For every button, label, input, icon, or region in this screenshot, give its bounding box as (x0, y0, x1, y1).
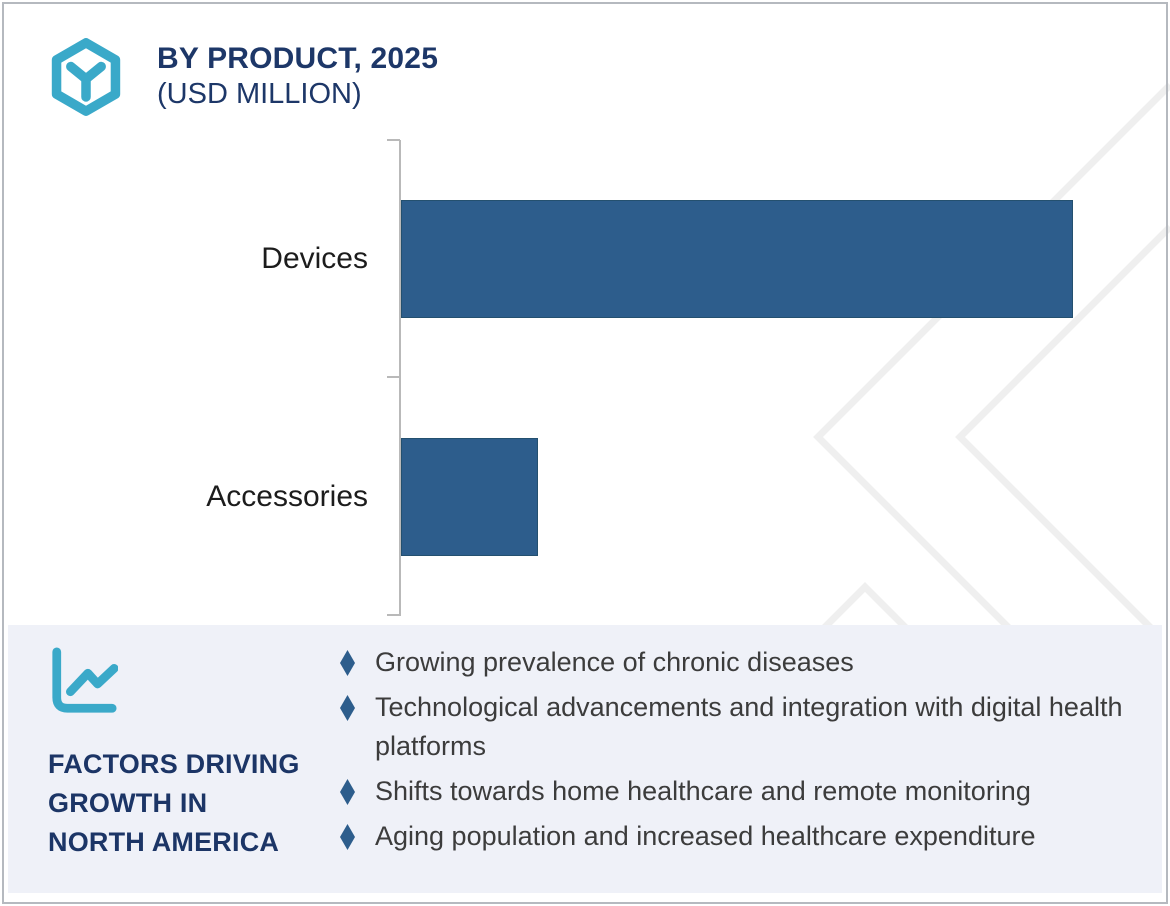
chart-subtitle: (USD MILLION) (157, 78, 362, 110)
factor-item: Shifts towards home healthcare and remot… (338, 772, 1138, 811)
factors-heading-line-2: GROWTH IN (48, 788, 208, 818)
diamond-bullet-icon (340, 695, 355, 721)
category-label-devices: Devices (261, 242, 368, 275)
factors-panel: FACTORS DRIVING GROWTH IN NORTH AMERICA … (8, 625, 1162, 893)
bar-devices (401, 200, 1073, 318)
diamond-bullet-icon (340, 824, 355, 850)
diamond-bullet-icon (340, 779, 355, 805)
hexagon-cube-logo-icon (51, 38, 121, 116)
factors-panel-left: FACTORS DRIVING GROWTH IN NORTH AMERICA (48, 647, 328, 862)
line-chart-icon (52, 647, 118, 713)
factor-item-text: Growing prevalence of chronic diseases (375, 647, 854, 677)
diamond-bullet-icon (340, 650, 355, 676)
factor-item-text: Shifts towards home healthcare and remot… (375, 776, 1031, 806)
factor-item-text: Technological advancements and integrati… (375, 692, 1123, 761)
factors-bullet-list: Growing prevalence of chronic diseases T… (338, 643, 1138, 862)
chart-header: BY PRODUCT, 2025 (USD MILLION) (48, 38, 438, 116)
axis-tick (387, 139, 400, 141)
factor-item-text: Aging population and increased healthcar… (375, 821, 1036, 851)
bar-accessories (401, 438, 538, 556)
axis-tick (387, 376, 400, 378)
axis-tick (387, 614, 400, 616)
factor-item: Technological advancements and integrati… (338, 688, 1138, 766)
factor-item: Growing prevalence of chronic diseases (338, 643, 1138, 682)
factors-heading-line-1: FACTORS DRIVING (48, 749, 300, 779)
factors-heading-line-3: NORTH AMERICA (48, 827, 280, 857)
category-axis-line (399, 140, 401, 616)
factors-heading: FACTORS DRIVING GROWTH IN NORTH AMERICA (48, 745, 328, 862)
category-label-accessories: Accessories (206, 480, 368, 513)
factor-item: Aging population and increased healthcar… (338, 817, 1138, 856)
chart-title: BY PRODUCT, 2025 (157, 42, 439, 75)
